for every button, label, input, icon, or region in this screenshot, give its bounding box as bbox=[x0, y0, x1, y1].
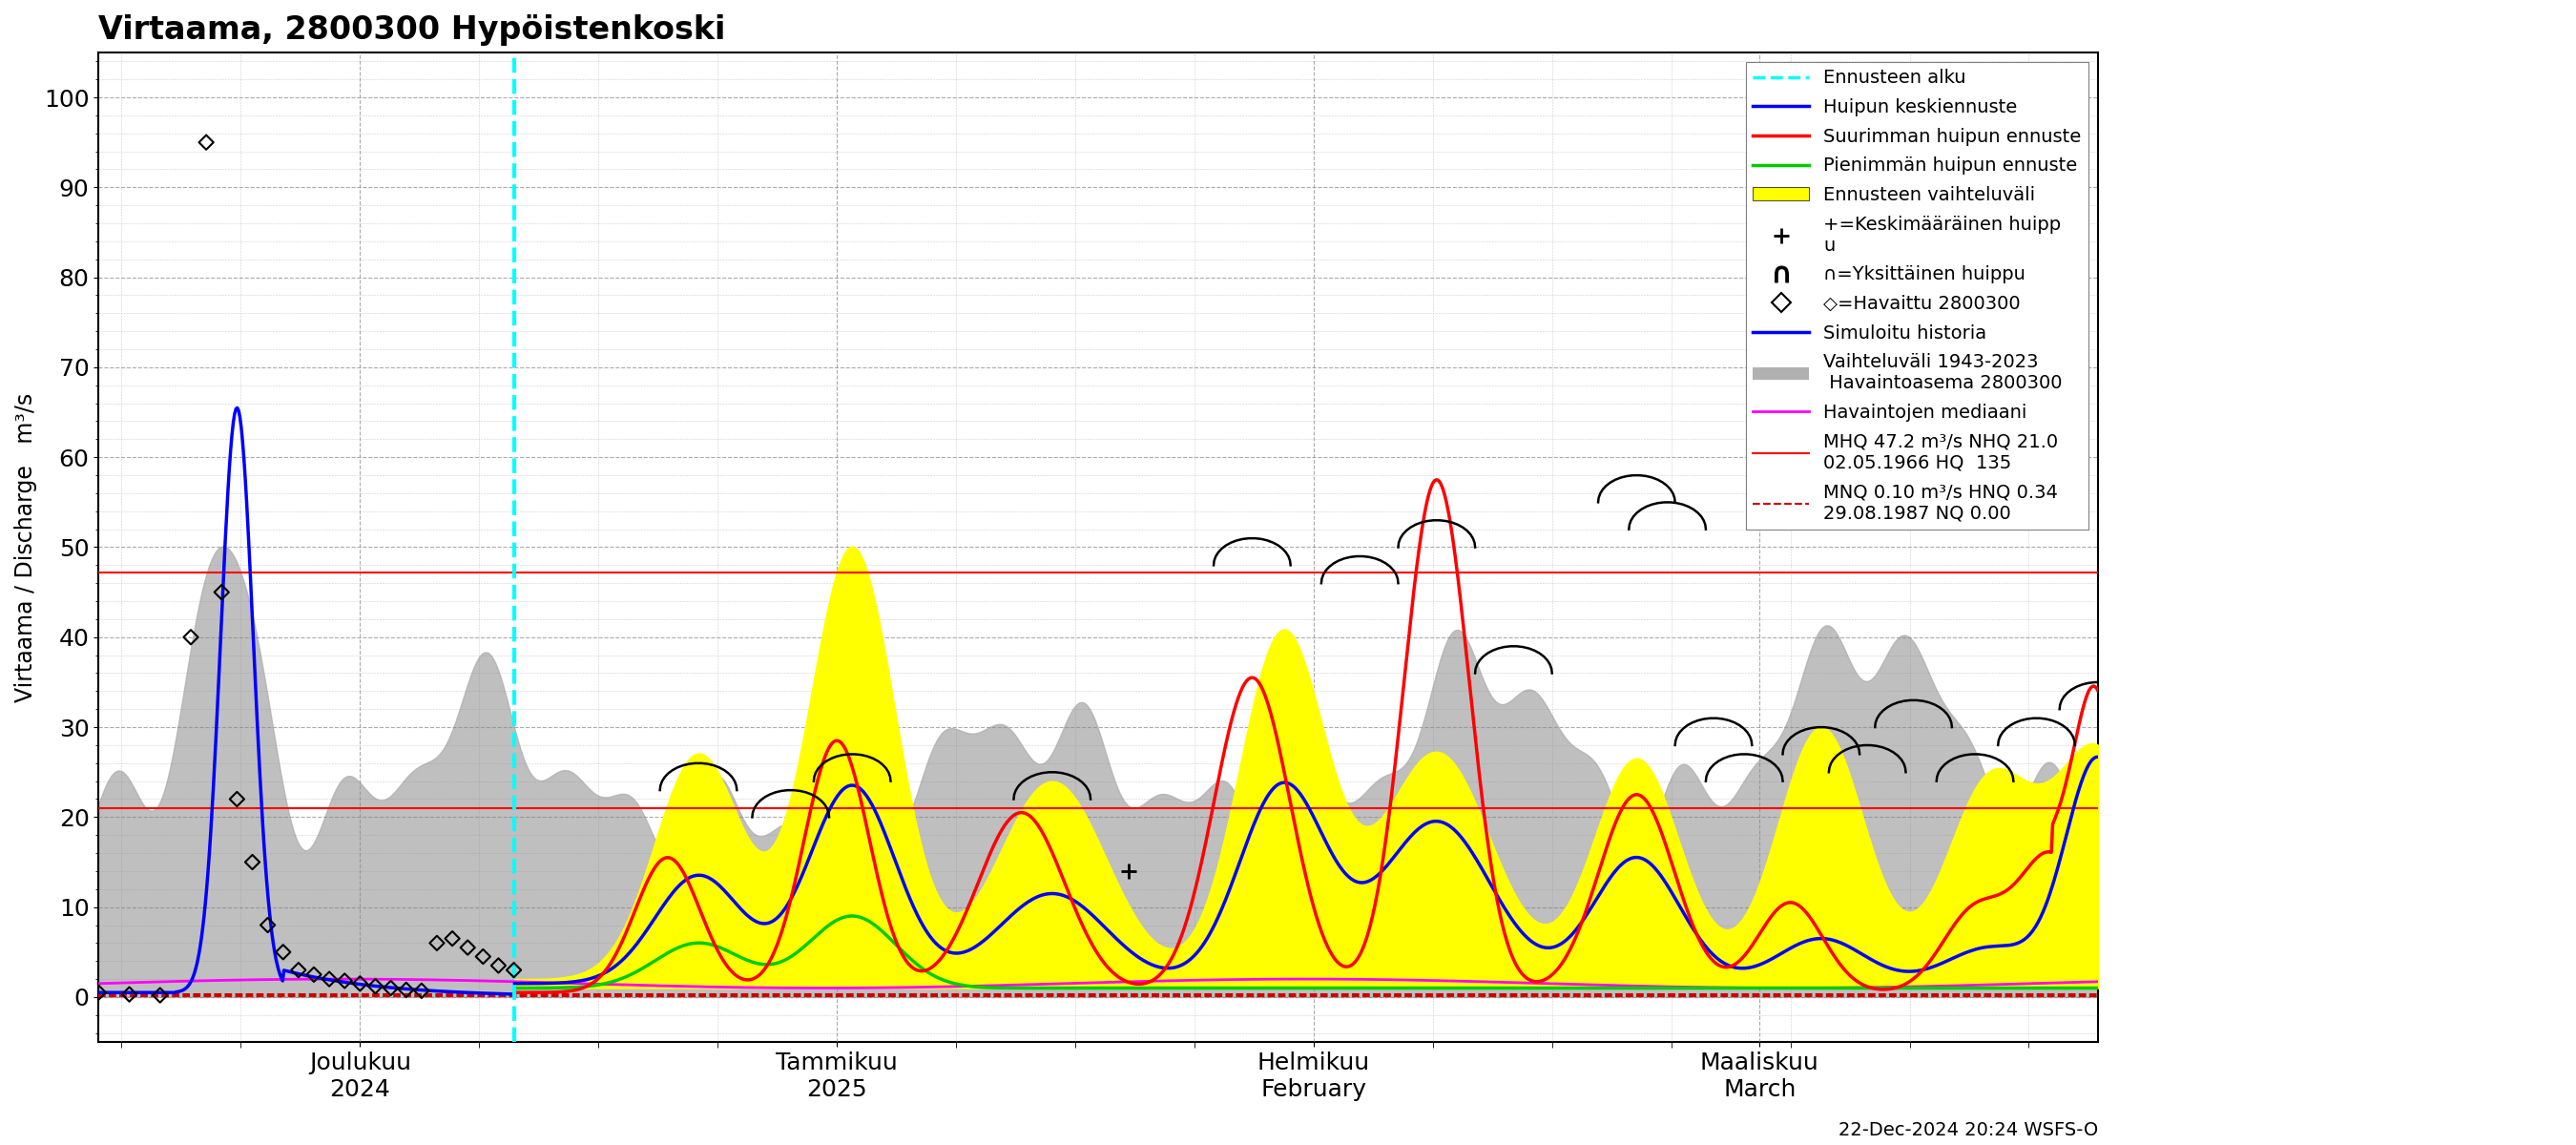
Text: Virtaama, 2800300 Hypöistenkoski: Virtaama, 2800300 Hypöistenkoski bbox=[98, 15, 726, 46]
Point bbox=[371, 979, 412, 997]
Point bbox=[278, 961, 319, 979]
Point bbox=[309, 970, 350, 988]
Point bbox=[402, 981, 443, 1000]
Y-axis label: Virtaama / Discharge   m³/s: Virtaama / Discharge m³/s bbox=[15, 393, 36, 702]
Text: 22-Dec-2024 20:24 WSFS-O: 22-Dec-2024 20:24 WSFS-O bbox=[1839, 1121, 2097, 1139]
Point bbox=[355, 977, 397, 995]
Point bbox=[433, 930, 474, 948]
Point bbox=[477, 956, 518, 974]
Point bbox=[263, 942, 304, 961]
Point bbox=[77, 984, 118, 1002]
Point bbox=[247, 916, 289, 934]
Point bbox=[386, 980, 428, 998]
Point bbox=[464, 947, 505, 965]
Point bbox=[185, 133, 227, 151]
Point bbox=[139, 986, 180, 1004]
Point bbox=[294, 965, 335, 984]
Point bbox=[170, 627, 211, 646]
Point bbox=[108, 985, 149, 1003]
Point bbox=[201, 583, 242, 601]
Point bbox=[216, 790, 258, 808]
Point bbox=[325, 972, 366, 990]
Point bbox=[492, 961, 533, 979]
Legend: Ennusteen alku, Huipun keskiennuste, Suurimman huipun ennuste, Pienimmän huipun : Ennusteen alku, Huipun keskiennuste, Suu… bbox=[1747, 62, 2089, 530]
Point bbox=[448, 939, 489, 957]
Point bbox=[340, 974, 381, 993]
Point bbox=[232, 853, 273, 871]
Point bbox=[417, 934, 459, 953]
